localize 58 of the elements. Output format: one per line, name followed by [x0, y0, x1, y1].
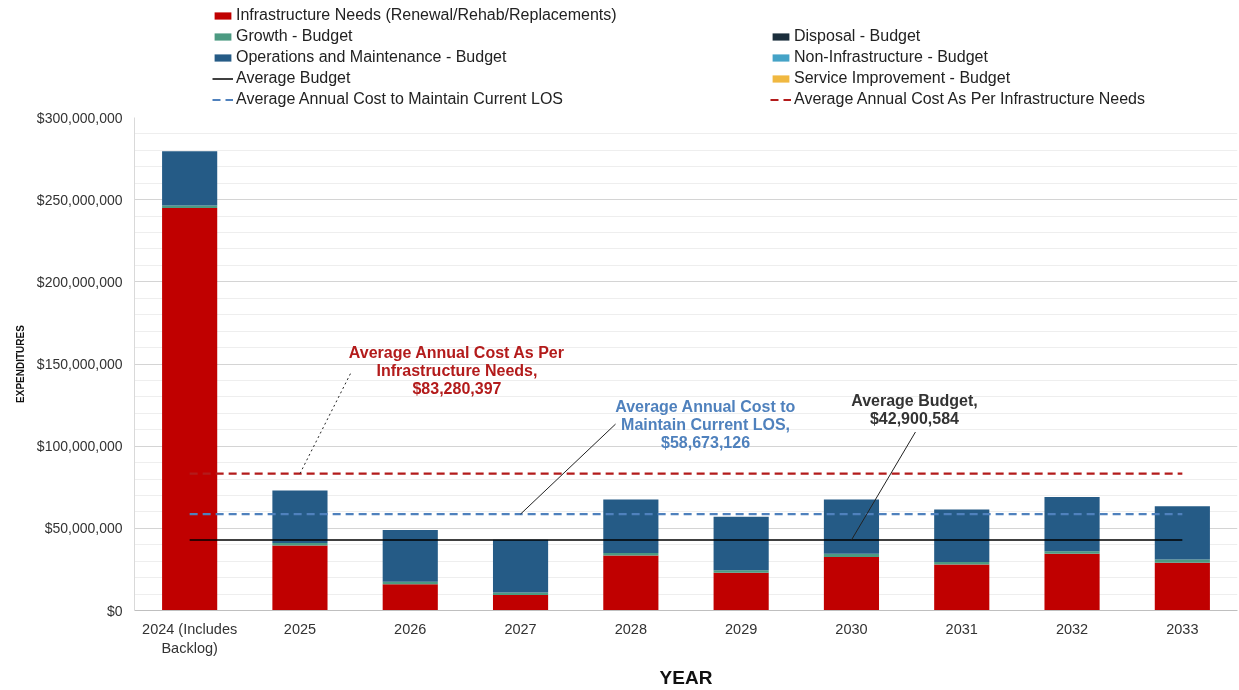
bar — [162, 205, 218, 208]
x-tick-label: 2030 — [835, 620, 868, 637]
x-tick-label: 2033 — [1166, 620, 1199, 637]
bar — [272, 490, 328, 544]
y-tick-label: $150,000,000 — [36, 356, 123, 372]
bar — [382, 584, 438, 611]
bar — [713, 516, 769, 571]
annotation: Average Annual Cost to Maintain Current LOS, $58,673,126 — [615, 397, 796, 451]
legend-label: Growth - Budget — [236, 27, 353, 45]
x-tick-label: 2028 — [614, 620, 647, 637]
bar — [1044, 551, 1100, 554]
y-tick-label: $250,000,000 — [36, 191, 123, 208]
annotation: Average Annual Cost As Per Infrastructure Needs, $83,280,397 — [348, 344, 564, 398]
y-tick-label: $50,000,000 — [44, 520, 123, 537]
legend-label: Service Improvement - Budget — [794, 69, 1011, 87]
x-tick-label: 2026 — [394, 620, 427, 637]
legend-label: Average Annual Cost to Maintain Current LOS — [236, 90, 563, 108]
bar — [603, 499, 659, 553]
legend-label: Average Annual Cost As Per Infrastructure Needs — [794, 90, 1146, 108]
x-tick-label: 2024 (Includes Backlog) — [142, 620, 238, 656]
x-tick-label: 2029 — [725, 620, 758, 637]
x-tick-label: 2027 — [504, 620, 537, 637]
bar — [492, 592, 549, 595]
y-tick-label: $200,000,000 — [36, 273, 123, 290]
legend-label: Non-Infrastructure - Budget — [794, 48, 988, 66]
bar — [1154, 562, 1210, 611]
bar — [1154, 506, 1210, 560]
legend-label: Average Budget — [236, 69, 351, 87]
annotation: Average Budget, $42,900,584 — [851, 391, 978, 427]
bar — [823, 553, 880, 558]
x-axis-title: YEAR — [659, 666, 713, 688]
y-tick-label: $300,000,000 — [36, 109, 123, 126]
x-tick-label: 2032 — [1055, 620, 1089, 637]
bar — [382, 529, 438, 582]
bar — [934, 564, 990, 611]
y-tick-label: $100,000,000 — [36, 438, 123, 455]
bar — [603, 555, 659, 611]
bar — [492, 539, 549, 593]
bar — [162, 207, 218, 611]
legend-label: Infrastructure Needs (Renewal/Rehab/Replacements) — [236, 6, 617, 24]
bar — [492, 594, 549, 611]
bar — [1044, 497, 1100, 552]
y-tick-label: $0 — [106, 602, 123, 619]
bar — [934, 509, 990, 563]
legend-label: Disposal - Budget — [794, 27, 921, 45]
bar — [162, 151, 218, 206]
bar — [823, 557, 880, 611]
bar — [713, 570, 769, 573]
bar — [823, 499, 880, 554]
bar — [1154, 559, 1210, 563]
bar — [272, 543, 328, 546]
bar — [272, 545, 328, 611]
x-tick-label: 2025 — [283, 620, 317, 637]
bar — [713, 572, 769, 611]
x-tick-label: 2031 — [945, 620, 978, 637]
legend-label: Operations and Maintenance - Budget — [236, 48, 507, 66]
y-axis-title: EXPENDITURES — [14, 324, 26, 403]
bar — [1044, 553, 1100, 611]
